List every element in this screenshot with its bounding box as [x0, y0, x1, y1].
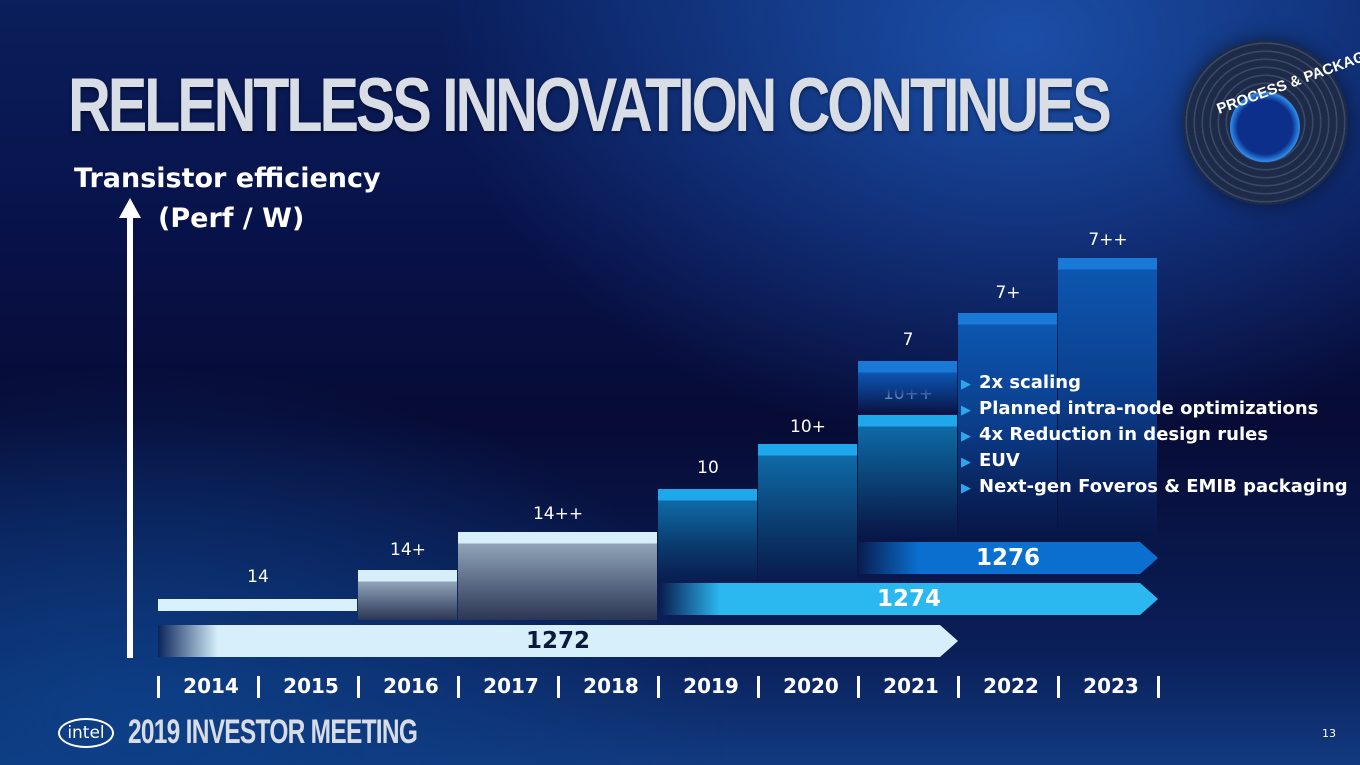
node-bar-14 — [158, 599, 357, 611]
page-number: 13 — [1322, 727, 1336, 740]
event-name: 2019 INVESTOR MEETING — [128, 713, 418, 751]
bullet-item: ▶ 2x scaling — [961, 372, 1081, 393]
process-arrow-1272: 1272 — [158, 625, 958, 657]
year-separator — [357, 676, 360, 698]
y-axis — [127, 215, 133, 658]
year-label: 2016 — [383, 674, 439, 698]
year-label: 2022 — [983, 674, 1039, 698]
node-bar-10++ — [858, 415, 957, 540]
year-separator — [757, 676, 760, 698]
node-label: 7++ — [1088, 230, 1128, 250]
year-label: 2021 — [883, 674, 939, 698]
node-bar-10 — [658, 489, 757, 585]
year-separator — [257, 676, 260, 698]
node-label: 7+ — [995, 283, 1021, 303]
node-bar-14+ — [358, 570, 457, 620]
bullet-item: ▶ Next-gen Foveros & EMIB packaging — [961, 476, 1348, 497]
intel-logo: intel — [58, 718, 114, 748]
triangle-icon: ▶ — [961, 429, 971, 444]
node-label: 14++ — [532, 504, 584, 524]
bullet-list: ▶ 2x scaling ▶ Planned intra-node optimiza… — [961, 371, 1348, 501]
node-bar-10+ — [758, 444, 857, 585]
year-separator — [1057, 676, 1060, 698]
node-bar-7 — [858, 361, 957, 415]
node-label: 10 — [697, 458, 719, 478]
year-separator — [957, 676, 960, 698]
y-axis-arrowhead — [119, 198, 141, 218]
node-bar-7+ — [958, 313, 1057, 540]
badge-core — [1230, 92, 1300, 162]
triangle-icon: ▶ — [961, 455, 971, 470]
node-bar-7++ — [1058, 258, 1157, 540]
y-axis-label-unit: (Perf / W) — [158, 203, 305, 234]
node-bar-14++ — [458, 532, 657, 620]
year-separator — [157, 676, 160, 698]
triangle-icon: ▶ — [961, 403, 971, 418]
y-axis-label: Transistor efficiency — [74, 163, 381, 194]
node-label: 14+ — [390, 540, 426, 560]
year-label: 2019 — [683, 674, 739, 698]
year-separator — [557, 676, 560, 698]
year-separator — [1157, 676, 1160, 698]
bullet-item: ▶ EUV — [961, 450, 1020, 471]
bullet-item: ▶ 4x Reduction in design rules — [961, 424, 1269, 445]
node-label: 10+ — [790, 417, 826, 437]
year-separator — [457, 676, 460, 698]
year-separator — [857, 676, 860, 698]
year-label: 2018 — [583, 674, 639, 698]
slide-title: RELENTLESS INNOVATION CONTINUES — [68, 63, 1112, 148]
year-label: 2020 — [783, 674, 839, 698]
year-label: 2015 — [283, 674, 339, 698]
node-label: 7 — [902, 330, 914, 350]
process-arrow-1274: 1274 — [660, 583, 1158, 615]
triangle-icon: ▶ — [961, 481, 971, 496]
year-label: 2023 — [1083, 674, 1139, 698]
year-separator — [657, 676, 660, 698]
node-label: 14 — [247, 567, 269, 587]
year-label: 2017 — [483, 674, 539, 698]
process-arrow-1276: 1276 — [858, 542, 1158, 574]
triangle-icon: ▶ — [961, 377, 971, 392]
year-label: 2014 — [183, 674, 239, 698]
bullet-item: ▶ Planned intra-node optimizations — [961, 398, 1319, 419]
